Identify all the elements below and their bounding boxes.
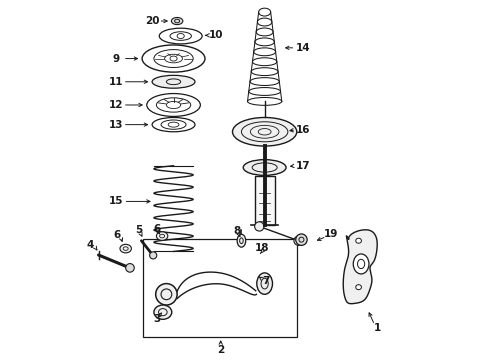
Text: 11: 11 (108, 77, 123, 87)
Ellipse shape (237, 234, 245, 247)
Text: 18: 18 (255, 243, 270, 253)
Text: 19: 19 (324, 229, 339, 239)
Bar (255, 176, 275, 225)
Ellipse shape (243, 159, 286, 175)
Ellipse shape (172, 18, 183, 24)
Text: 1: 1 (373, 323, 381, 333)
Text: 13: 13 (108, 120, 123, 130)
Ellipse shape (255, 222, 264, 231)
Ellipse shape (156, 284, 177, 305)
Ellipse shape (296, 234, 307, 246)
Text: 6: 6 (114, 230, 121, 240)
Text: 12: 12 (108, 100, 123, 110)
Text: 17: 17 (295, 161, 310, 171)
Text: 14: 14 (295, 43, 310, 53)
Ellipse shape (149, 252, 157, 259)
Ellipse shape (356, 285, 362, 290)
Ellipse shape (356, 238, 362, 243)
Text: 5: 5 (136, 225, 143, 235)
Text: 4: 4 (87, 240, 95, 250)
Ellipse shape (152, 75, 195, 88)
Ellipse shape (232, 117, 297, 146)
Bar (143, 239, 297, 337)
Ellipse shape (126, 264, 134, 272)
Text: 6: 6 (153, 224, 160, 234)
Text: 10: 10 (208, 30, 223, 40)
Text: 3: 3 (153, 314, 160, 324)
Ellipse shape (154, 305, 172, 319)
Text: 8: 8 (234, 226, 241, 236)
Text: 7: 7 (262, 276, 270, 286)
Text: 16: 16 (296, 125, 311, 135)
Text: 2: 2 (217, 345, 224, 355)
Text: 15: 15 (108, 197, 123, 206)
Ellipse shape (294, 236, 303, 246)
Text: 9: 9 (112, 54, 119, 64)
Ellipse shape (120, 244, 131, 253)
Ellipse shape (257, 273, 272, 294)
Ellipse shape (353, 254, 369, 274)
Polygon shape (343, 230, 377, 304)
Text: 20: 20 (145, 16, 159, 26)
Ellipse shape (156, 232, 168, 240)
